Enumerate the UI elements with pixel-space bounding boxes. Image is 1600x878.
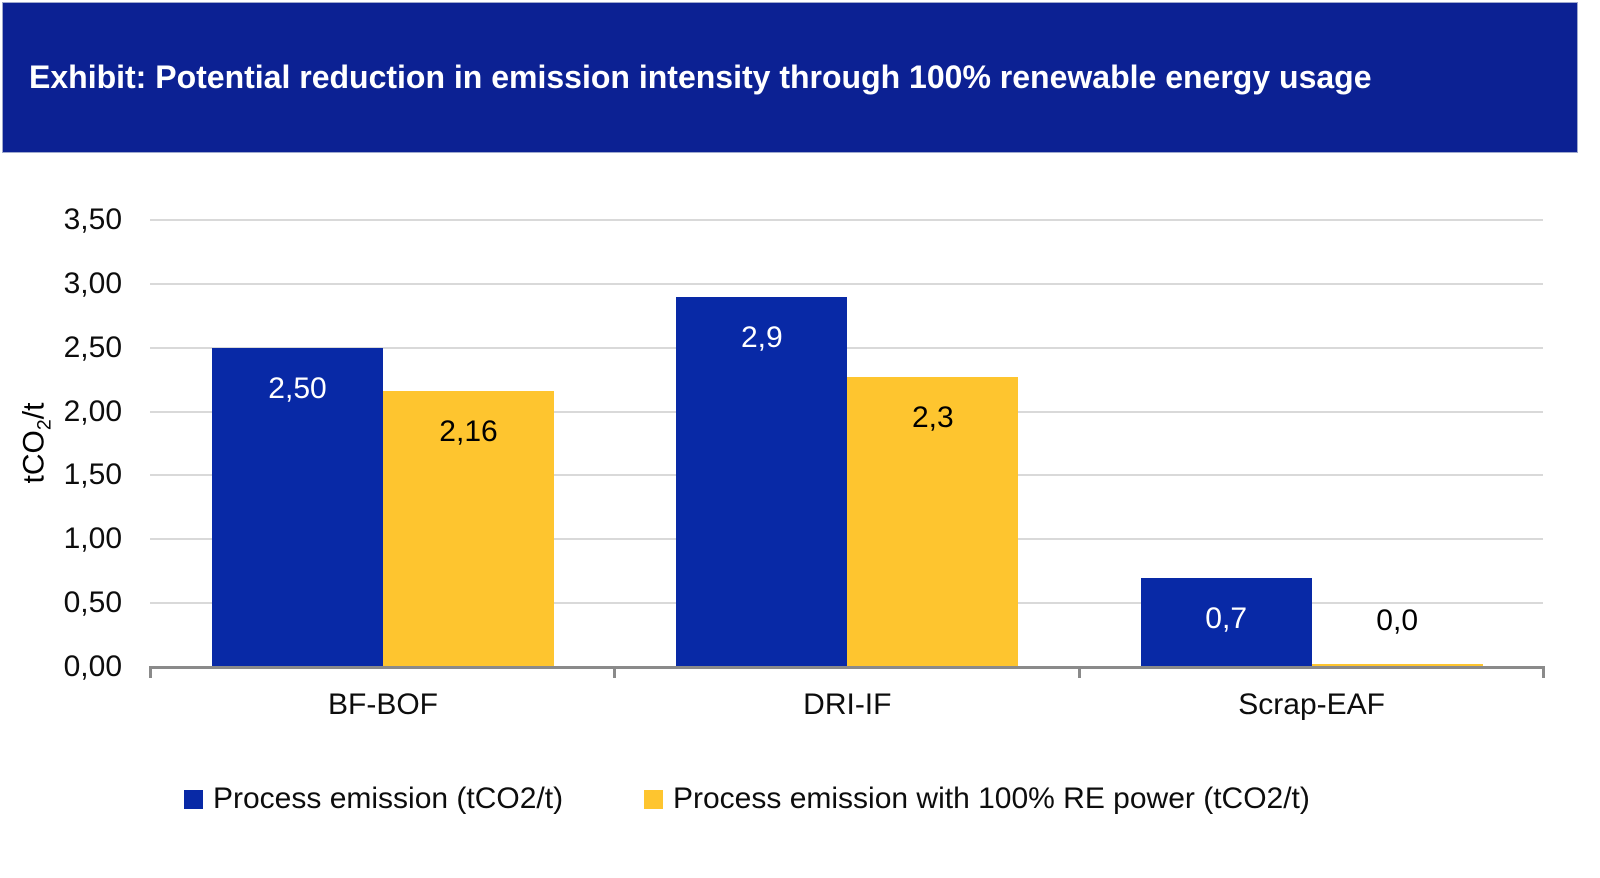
bar-dri-if-series0 [676, 296, 848, 667]
gridline [150, 219, 1543, 221]
y-axis-tick-label: 1,50 [63, 458, 122, 492]
exhibit-header: Exhibit: Potential reduction in emission… [2, 2, 1578, 153]
x-axis-line [150, 666, 1543, 669]
y-axis-tick-label: 2,50 [63, 330, 122, 364]
bar-bf-bof-series0 [212, 347, 383, 667]
bar-value-label: 2,50 [268, 371, 327, 405]
y-axis-tick-label: 1,00 [63, 522, 122, 556]
x-axis-category-label: DRI-IF [803, 688, 892, 721]
y-axis-tick-label: 3,50 [63, 203, 122, 236]
x-axis-category-label: BF-BOF [328, 688, 438, 721]
bar-value-label: 0,7 [1205, 601, 1248, 635]
bar-value-label: 2,16 [439, 415, 498, 449]
x-axis-tick [149, 666, 152, 678]
legend-label: Process emission (tCO2/t) [213, 782, 564, 815]
bar-value-label: 2,9 [740, 320, 783, 354]
exhibit-title: Exhibit: Potential reduction in emission… [29, 59, 1372, 95]
legend-item-process-emission-re: Process emission with 100% RE power (tCO… [644, 782, 1310, 816]
x-axis-tick [1077, 666, 1081, 678]
gridline [150, 282, 1543, 285]
bar-bf-bof-series1 [383, 391, 554, 667]
bar-scrap-eaf-series0 [1140, 577, 1312, 667]
x-axis-tick [613, 666, 617, 678]
legend-label: Process emission with 100% RE power (tCO… [673, 782, 1310, 815]
x-axis-tick [1542, 666, 1545, 678]
bar-value-label: 0,0 [1376, 604, 1419, 638]
bar-value-label: 2,3 [911, 401, 954, 435]
legend-swatch-blue [184, 789, 203, 809]
legend-swatch-yellow [644, 789, 663, 809]
x-axis-category-label: Scrap-EAF [1238, 688, 1386, 721]
legend-item-process-emission: Process emission (tCO2/t) [184, 782, 563, 816]
y-axis-tick-label: 0,50 [63, 586, 122, 620]
y-axis-tick-label: 2,00 [63, 394, 122, 428]
bar-scrap-eaf-series1 [1311, 664, 1483, 668]
y-axis-tick-label: 3,00 [63, 266, 122, 300]
bar-dri-if-series1 [847, 377, 1019, 667]
y-axis-tick-label: 0,00 [63, 650, 122, 683]
